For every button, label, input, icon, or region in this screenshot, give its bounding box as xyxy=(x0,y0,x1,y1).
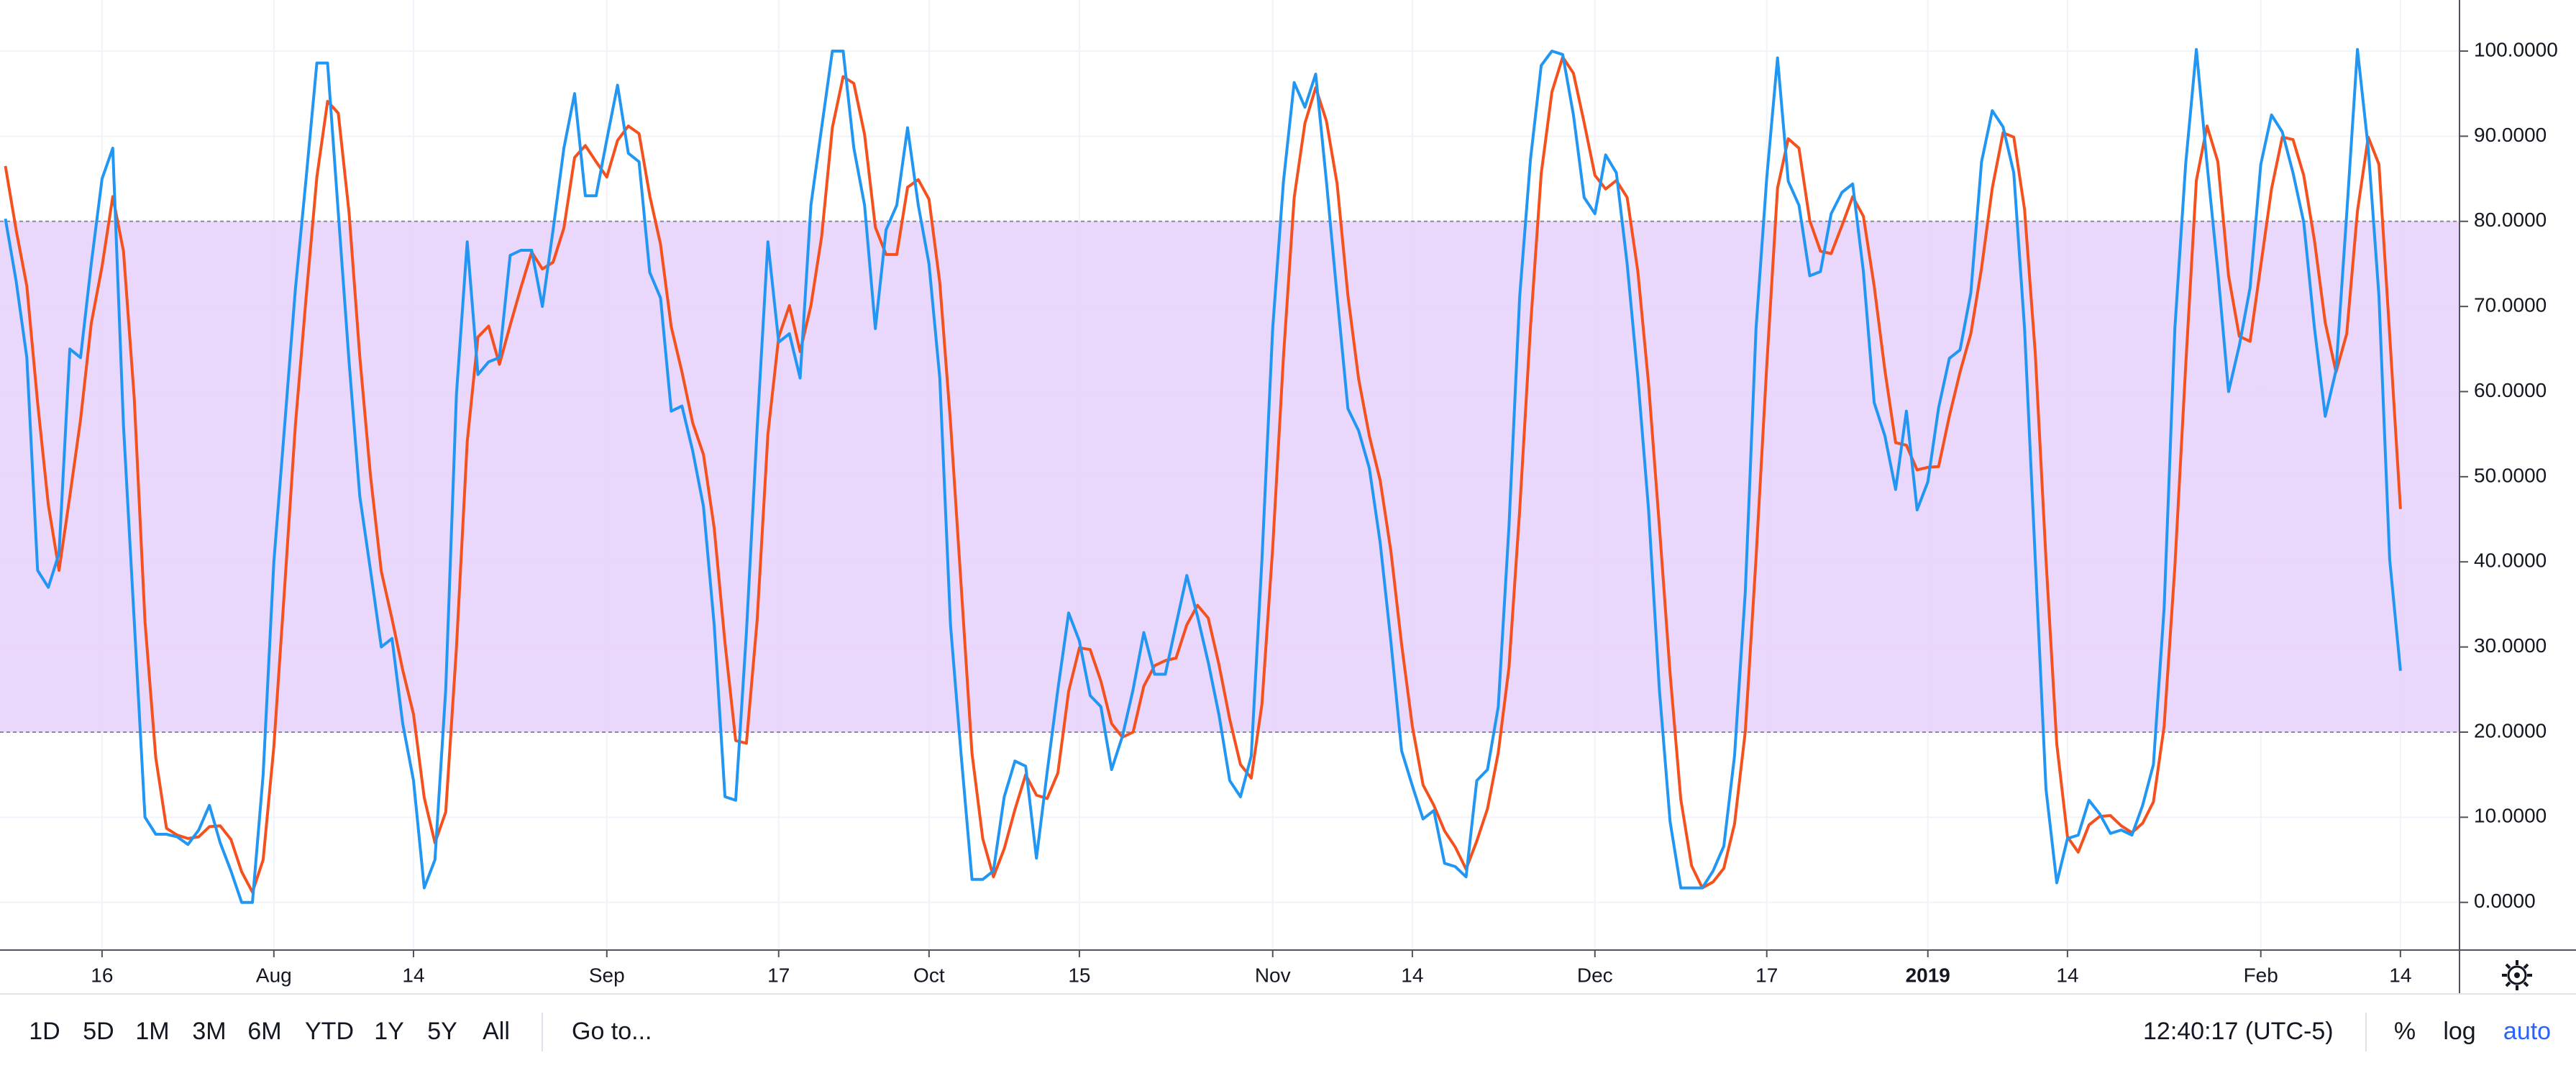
x-tick-label: Dec xyxy=(1577,964,1613,986)
range-button[interactable]: 1M xyxy=(135,1018,169,1045)
y-tick-label: 10.0000 xyxy=(2474,805,2547,827)
toolbar: Go to... 12:40:17 (UTC-5) % log auto 1D 5… xyxy=(29,1013,2551,1051)
x-tick-label: 14 xyxy=(402,964,424,986)
range-button[interactable]: 1Y xyxy=(374,1018,404,1045)
y-tick-label: 20.0000 xyxy=(2474,719,2547,741)
goto-button[interactable]: Go to... xyxy=(572,1018,652,1045)
y-tick-label: 0.0000 xyxy=(2474,890,2536,912)
x-tick-label: 16 xyxy=(91,964,113,986)
x-tick-label: 14 xyxy=(2389,964,2411,986)
y-tick-label: 80.0000 xyxy=(2474,209,2547,231)
range-button[interactable]: 5Y xyxy=(427,1018,457,1045)
x-tick-label: 14 xyxy=(1401,964,1423,986)
range-button[interactable]: 6M xyxy=(247,1018,281,1045)
x-tick-label: 14 xyxy=(2056,964,2078,986)
x-tick-label: Sep xyxy=(589,964,625,986)
settings-icon[interactable] xyxy=(2502,960,2532,990)
series-line xyxy=(4,47,2402,904)
percent-button[interactable]: % xyxy=(2394,1018,2416,1045)
y-tick-label: 40.0000 xyxy=(2474,549,2547,572)
log-button[interactable]: log xyxy=(2443,1018,2475,1045)
y-tick-label: 60.0000 xyxy=(2474,379,2547,401)
y-tick-label: 90.0000 xyxy=(2474,124,2547,146)
axes: 0.0000 10.0000 20.0000 30.0000 40.0000 50.000… xyxy=(0,0,2576,995)
y-tick-label: 70.0000 xyxy=(2474,294,2547,316)
series-line xyxy=(4,55,2402,894)
x-tick-label: Nov xyxy=(1255,964,1291,986)
x-tick-label: Feb xyxy=(2244,964,2278,986)
band xyxy=(0,220,2459,733)
range-button[interactable]: All xyxy=(483,1018,510,1045)
lines xyxy=(4,47,2402,904)
range-button[interactable]: 5D xyxy=(83,1018,114,1045)
auto-button[interactable]: auto xyxy=(2503,1018,2551,1045)
range-button[interactable]: 1D xyxy=(29,1018,60,1045)
x-tick-label: 15 xyxy=(1068,964,1090,986)
x-tick-label: 17 xyxy=(767,964,790,986)
x-tick-label: Aug xyxy=(256,964,292,986)
band-fill xyxy=(0,221,2459,732)
range-button[interactable]: 3M xyxy=(192,1018,226,1045)
x-tick-label: Oct xyxy=(913,964,945,986)
clock: 12:40:17 (UTC-5) xyxy=(2143,1018,2334,1045)
range-button[interactable]: YTD xyxy=(305,1018,354,1045)
x-tick-label: 17 xyxy=(1755,964,1778,986)
y-tick-label: 30.0000 xyxy=(2474,634,2547,657)
y-tick-label: 100.0000 xyxy=(2474,38,2558,60)
y-tick-label: 50.0000 xyxy=(2474,464,2547,486)
x-tick-label: 2019 xyxy=(1906,964,1950,986)
